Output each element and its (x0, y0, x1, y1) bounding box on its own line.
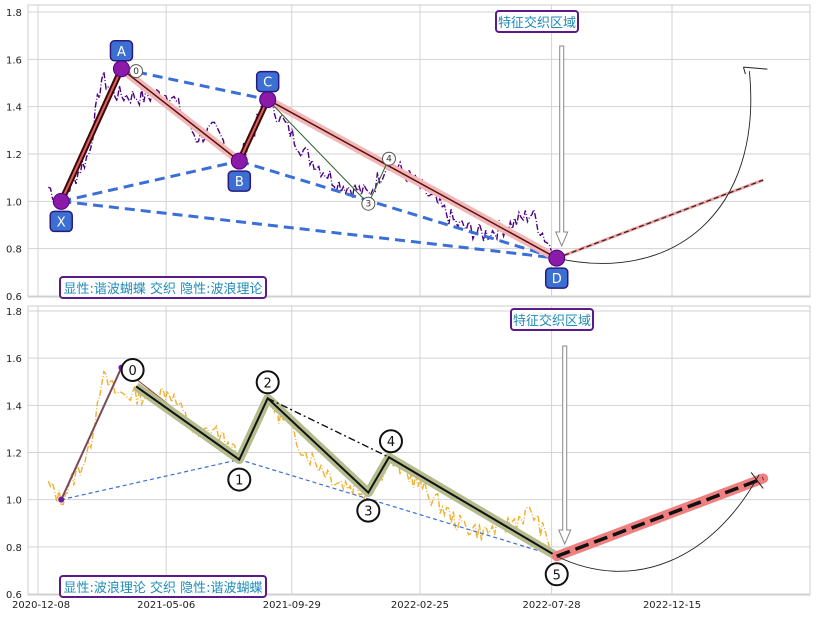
wave-label-circle (378, 429, 403, 454)
bottom-bottom-label-text: 显性:波浪理论 交织 隐性:谐波蝴蝶 (63, 580, 262, 596)
bottom-projection-line (556, 476, 764, 558)
bottom-ytick-label: 1.6 (6, 354, 22, 365)
pattern-label-text: C (263, 76, 272, 91)
projection-arc-marker (742, 66, 768, 75)
pattern-label-text: X (57, 215, 66, 230)
top-ytick-label: 1.8 (6, 8, 22, 19)
top-ytick-label: 0.6 (6, 292, 22, 303)
xtick-label: 2021-09-29 (263, 600, 321, 611)
xtick-label: 2021-05-06 (137, 600, 195, 611)
top-panel: X A B C D 0 3 4 (48, 40, 768, 289)
bottom-ytick-label: 1.4 (6, 401, 22, 412)
bottom-ytick-label: 0.8 (6, 543, 22, 554)
bottom-panel-frame (27, 305, 811, 596)
pattern-point-a (112, 60, 130, 78)
bottom-bottom-label-box (59, 575, 267, 598)
pattern-label-box (49, 210, 73, 233)
harmonic-xa-leg (60, 367, 123, 501)
top-bottom-label-box (59, 276, 267, 299)
wave-number-text: 0 (133, 67, 139, 77)
bottom-price-line (47, 369, 558, 557)
xtick-label: 2022-12-15 (643, 600, 701, 611)
top-panel-frame (27, 4, 811, 298)
top-ytick-label: 0.8 (6, 245, 22, 256)
bottom-ytick-label: 1.0 (6, 496, 22, 507)
pattern-label-box (255, 70, 280, 93)
xtick-label: 2022-07-28 (523, 600, 581, 611)
wave-number-circle (129, 64, 144, 79)
pattern-point-b (230, 152, 248, 170)
xb-dashed-line (60, 159, 240, 203)
pattern-label-box (109, 40, 134, 62)
bottom-projection-marker (750, 472, 764, 489)
wave-label-text: 3 (364, 505, 372, 520)
pattern-point-c (259, 91, 277, 109)
top-ytick-label: 1.6 (6, 55, 22, 66)
pattern-label-text: A (117, 45, 126, 60)
wave-label-text: 5 (553, 568, 561, 583)
xtick-label: 2022-02-25 (391, 600, 449, 611)
top-region-label-box (495, 10, 579, 33)
top-ytick-label: 1.4 (6, 103, 22, 114)
pattern-label-box (227, 170, 252, 192)
wave-label-text: 1 (235, 474, 243, 489)
bottom-ytick-label: 1.2 (6, 449, 22, 460)
wave-label-circle (356, 498, 381, 523)
wave-line (135, 385, 558, 558)
cd-leg (266, 98, 558, 259)
wave-label-text: 2 (264, 376, 272, 391)
bottom-ytick-label: 1.8 (6, 307, 22, 318)
ab-leg (120, 68, 241, 162)
wave-number-circle (381, 151, 396, 166)
axis-ticks: 0.6 0.8 1.0 1.2 1.4 1.6 1.8 0.6 0.8 1.0 1.2 1.4 1.6 1… (6, 8, 701, 611)
wave-label-circle (255, 370, 280, 395)
pattern-point-x (52, 192, 70, 210)
bottom-panel: 0 1 2 3 4 5 (47, 345, 769, 587)
wave-label-text: 4 (387, 435, 395, 450)
bd-dashed-line (238, 159, 558, 260)
bottom-hollow-down-arrow (557, 345, 572, 546)
projection-arc (556, 71, 752, 264)
bottom-region-label-text: 特征交织区域 (513, 313, 591, 329)
bottom-ytick-label: 0.6 (6, 590, 22, 601)
ac-dashed-line (121, 67, 268, 102)
harmonic-point (58, 496, 65, 503)
pattern-point-d (548, 249, 566, 267)
xd-dashed-line (61, 199, 557, 260)
wave-label-circle (120, 357, 145, 382)
wave-number-text: 3 (365, 200, 371, 210)
top-region-label-text: 特征交织区域 (498, 15, 576, 31)
pattern-label-box (544, 267, 569, 289)
top-bottom-label-text: 显性:谐波蝴蝶 交织 隐性:波浪理论 (63, 281, 262, 297)
pattern-label-text: B (235, 175, 244, 190)
wave-label-circle (544, 562, 569, 587)
wave-label-circle (227, 467, 252, 492)
top-price-line (48, 71, 558, 265)
hollow-down-arrow (554, 45, 569, 248)
wave-number-circle (361, 196, 376, 211)
xa-leg-inner (60, 67, 123, 203)
wave-label-text: 0 (128, 364, 136, 379)
bc-leg-inner (238, 98, 269, 163)
top-ytick-label: 1.2 (6, 150, 22, 161)
bottom-region-label-box (510, 308, 594, 331)
top-ytick-label: 1.0 (6, 197, 22, 208)
xtick-label: 2020-12-08 (12, 600, 70, 611)
projection-line (556, 179, 764, 259)
wave-number-text: 4 (386, 155, 392, 165)
pattern-label-text: D (552, 272, 562, 287)
bottom-projection-arc (556, 474, 760, 572)
